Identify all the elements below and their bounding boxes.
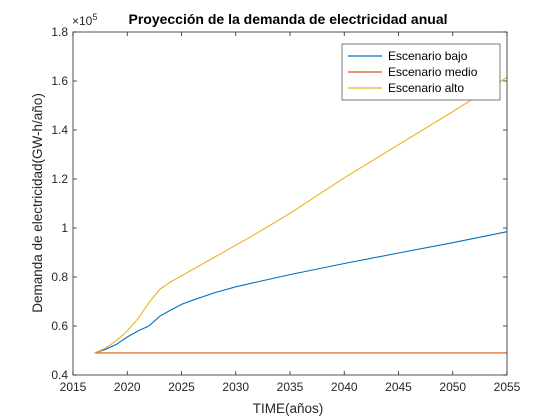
y-axis-label: Demanda de electricidad(GW-h/año) (30, 93, 45, 313)
legend: Escenario bajo Escenario medio Escenario a… (341, 43, 501, 101)
y-tick-label: 1.2 (51, 172, 68, 186)
axes-layer: 2015 2020 2025 2030 2035 2040 2045 2050 2055 0.4 0… (51, 25, 520, 394)
legend-entry-label: Escenario medio (388, 65, 478, 79)
legend-entry-label: Escenario alto (388, 81, 464, 95)
x-tick-label: 2035 (277, 380, 304, 394)
y-tick-label: 0.6 (51, 319, 68, 333)
chart-title: Proyección de la demanda de electricidad… (128, 11, 447, 27)
y-exponent-label: ×105 (72, 12, 97, 28)
y-tick-label: 1.4 (51, 123, 68, 137)
series-line-1 (94, 231, 508, 354)
y-exponent-base: ×10 (72, 14, 93, 28)
y-tick-label: 1.6 (51, 74, 68, 88)
y-tick-label: 1.8 (51, 25, 68, 39)
x-tick-label: 2040 (331, 380, 358, 394)
series-layer (94, 76, 508, 354)
y-tick-label: 0.8 (51, 270, 68, 284)
x-tick-label: 2025 (168, 380, 195, 394)
x-tick-label: 2030 (222, 380, 249, 394)
series-line-3 (94, 76, 508, 354)
x-tick-label: 2020 (114, 380, 141, 394)
x-tick-label: 2055 (494, 380, 521, 394)
y-tick-label: 0.4 (51, 368, 68, 382)
x-tick-label: 2045 (385, 380, 412, 394)
legend-entry-label: Escenario bajo (388, 49, 468, 63)
y-tick-label: 1 (61, 221, 68, 235)
y-exponent-power: 5 (92, 12, 97, 22)
x-tick-label: 2015 (60, 380, 87, 394)
x-tick-label: 2050 (439, 380, 466, 394)
x-axis-label: TIME(años) (253, 401, 324, 416)
